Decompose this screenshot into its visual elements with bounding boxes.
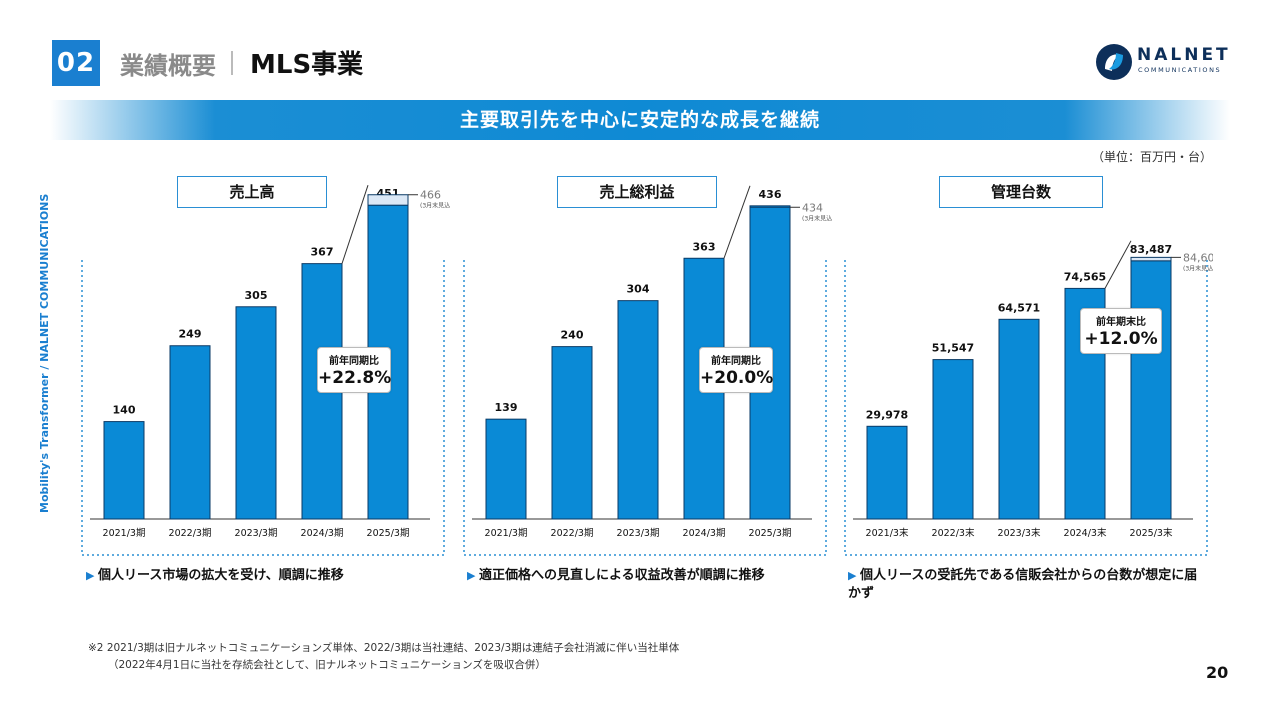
value-label-2023/3末: 64,571 [998, 301, 1040, 314]
banner-text: 主要取引先を中心に安定的な成長を継続 [459, 109, 820, 131]
forecast-note: (3月末見込) [802, 214, 832, 222]
forecast-note: (3月末見込) [420, 202, 450, 210]
growth-callout-managed-units: 前年期末比 +12.0% [1080, 308, 1162, 354]
value-label-2024/3末: 74,565 [1064, 270, 1106, 283]
bar-2021/3末 [866, 425, 908, 520]
category-label-2023/3末: 2023/3末 [998, 527, 1041, 539]
side-vertical-text: Mobility's Transformer / NALNET COMMUNIC… [38, 193, 51, 513]
growth-connector [1104, 240, 1132, 289]
category-label-2022/3期: 2022/3期 [169, 528, 212, 539]
gross-profit-chart: 139 2021/3期 240 2022/3期 304 2023/3期 363 2024/3期… [463, 185, 832, 556]
unit-note: （単位：百万円・台） [1092, 150, 1213, 164]
value-label-2024/3期: 363 [693, 240, 716, 253]
header-divider [231, 51, 233, 75]
managed-units-chart: 29,978 2021/3末 51,547 2022/3末 64,571 2023/3末 7… [844, 240, 1213, 556]
value-label-2025/3末: 83,487 [1130, 243, 1172, 256]
chart-panel-gross-profit: 139 2021/3期 240 2022/3期 304 2023/3期 363 2024/3期… [462, 160, 832, 600]
bar-2023/3末 [998, 318, 1040, 520]
growth-label: 前年同期比 [711, 356, 761, 367]
footnote-line-1: ※2 2021/3期は旧ナルネットコミュニケーションズ単体、2022/3期は当社… [88, 642, 680, 654]
section-number-badge: 02 [52, 40, 100, 86]
company-logo: NALNET COMMUNICATIONS [1095, 43, 1245, 83]
bar-2021/3期 [103, 421, 145, 520]
value-label-2025/3期: 436 [759, 188, 782, 201]
category-label-2023/3期: 2023/3期 [235, 528, 278, 539]
growth-connector [723, 185, 751, 259]
caption-sales: ▶ 個人リース市場の拡大を受け、順調に推移 [86, 567, 456, 585]
category-label-2024/3期: 2024/3期 [683, 528, 726, 539]
value-label-2022/3末: 51,547 [932, 342, 974, 355]
bar-2025/3末 [1130, 260, 1172, 520]
bar-2023/3期 [617, 300, 659, 520]
sales-chart: 140 2021/3期 249 2022/3期 305 2023/3期 367 2024/3期… [81, 185, 450, 556]
caption-arrow-icon: ▶ [86, 569, 95, 582]
header: 02 業績概要 MLS事業 NALNET COMMUNICATIONS [0, 0, 1280, 100]
category-label-2025/3期: 2025/3期 [749, 528, 792, 539]
forecast-value-label: 466 [420, 189, 441, 202]
bar-2022/3期 [551, 346, 593, 520]
forecast-note: (3月末見込) [1183, 264, 1213, 272]
category-label-2021/3期: 2021/3期 [103, 528, 146, 539]
growth-label: 前年同期比 [329, 356, 379, 367]
value-label-2021/3期: 140 [113, 404, 136, 417]
chart-title-sales: 売上高 [177, 176, 327, 208]
page-number: 20 [1206, 663, 1229, 682]
category-label-2024/3末: 2024/3末 [1064, 527, 1107, 539]
value-label-2023/3期: 305 [245, 289, 268, 302]
caption-text: 適正価格への見直しによる収益改善が順調に推移 [479, 568, 765, 583]
category-label-2023/3期: 2023/3期 [617, 528, 660, 539]
chart-title-gross-profit: 売上総利益 [557, 176, 717, 208]
value-label-2021/3期: 139 [495, 401, 518, 414]
growth-value: +12.0% [1084, 329, 1158, 349]
chart-title-managed-units: 管理台数 [939, 176, 1103, 208]
forecast-bar [1130, 256, 1172, 262]
category-label-2025/3末: 2025/3末 [1130, 527, 1173, 539]
value-label-2024/3期: 367 [311, 246, 334, 259]
logo-wordmark: NALNET [1137, 45, 1231, 65]
forecast-bar [367, 194, 409, 206]
value-label-2022/3期: 249 [179, 328, 202, 341]
value-label-2023/3期: 304 [627, 283, 650, 296]
growth-value: +20.0% [700, 368, 774, 388]
headline-banner: 主要取引先を中心に安定的な成長を継続 [50, 100, 1230, 140]
chart-panel-managed-units: 29,978 2021/3末 51,547 2022/3末 64,571 2023/3末 7… [843, 160, 1213, 600]
caption-gross-profit: ▶ 適正価格への見直しによる収益改善が順調に推移 [467, 567, 837, 585]
section-label: 業績概要 [120, 52, 216, 80]
bar-2021/3期 [485, 418, 527, 520]
caption-arrow-icon: ▶ [467, 569, 476, 582]
bar-2022/3期 [169, 345, 211, 520]
category-label-2021/3期: 2021/3期 [485, 528, 528, 539]
forecast-value-label: 434 [802, 201, 823, 214]
forecast-value-label: 84,600 [1183, 251, 1213, 264]
category-label-2022/3期: 2022/3期 [551, 528, 594, 539]
caption-managed-units: ▶ 個人リースの受託先である信販会社からの台数が想定に届かず [848, 567, 1198, 603]
logo-mark-icon [1096, 44, 1132, 80]
growth-label: 前年期末比 [1096, 317, 1146, 328]
value-label-2021/3末: 29,978 [866, 408, 908, 421]
logo-subtext: COMMUNICATIONS [1138, 66, 1222, 74]
chart-panel-sales: 140 2021/3期 249 2022/3期 305 2023/3期 367 2024/3期… [80, 160, 450, 600]
caption-text: 個人リースの受託先である信販会社からの台数が想定に届かず [848, 568, 1198, 601]
footnote: ※2 2021/3期は旧ナルネットコミュニケーションズ単体、2022/3期は当社… [88, 640, 679, 674]
bar-2023/3期 [235, 306, 277, 520]
caption-arrow-icon: ▶ [848, 569, 857, 582]
category-label-2024/3期: 2024/3期 [301, 528, 344, 539]
footnote-line-2: （2022年4月1日に当社を存続会社として、旧ナルネットコミュニケーションズを吸… [108, 659, 546, 671]
growth-callout-gross-profit: 前年同期比 +20.0% [699, 347, 773, 393]
category-label-2022/3末: 2022/3末 [932, 527, 975, 539]
category-label-2021/3末: 2021/3末 [866, 527, 909, 539]
growth-callout-sales: 前年同期比 +22.8% [317, 347, 391, 393]
category-label-2025/3期: 2025/3期 [367, 528, 410, 539]
growth-connector [341, 185, 369, 264]
value-label-2022/3期: 240 [561, 329, 584, 342]
growth-value: +22.8% [318, 368, 392, 388]
page-title: MLS事業 [250, 50, 364, 80]
bar-2022/3末 [932, 359, 974, 520]
caption-text: 個人リース市場の拡大を受け、順調に推移 [98, 568, 344, 583]
